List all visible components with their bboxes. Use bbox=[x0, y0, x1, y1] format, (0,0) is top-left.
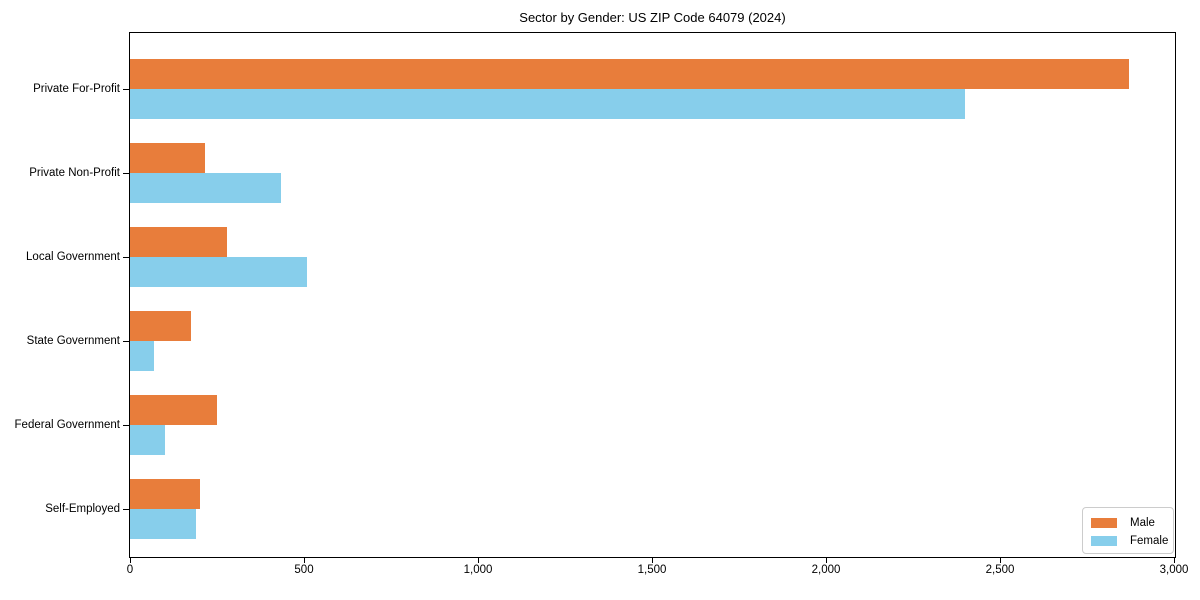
y-tick bbox=[123, 341, 129, 342]
x-tick bbox=[478, 558, 479, 563]
bar-female-state-government bbox=[130, 341, 155, 371]
legend-swatch-male-icon bbox=[1091, 517, 1117, 528]
bar-male-private-for-profit bbox=[130, 59, 1129, 89]
legend: Male Female bbox=[1082, 507, 1174, 554]
x-tick-label: 3,000 bbox=[1159, 564, 1189, 576]
x-tick-label: 1,000 bbox=[463, 564, 493, 576]
legend-label-female: Female bbox=[1130, 534, 1169, 547]
bar-male-private-non-profit bbox=[130, 143, 205, 173]
x-tick bbox=[826, 558, 827, 563]
bar-female-local-government bbox=[130, 257, 308, 287]
bar-female-self-employed bbox=[130, 509, 197, 539]
x-tick-label: 2,000 bbox=[811, 564, 841, 576]
y-category-label: State Government bbox=[26, 335, 120, 347]
x-tick-label: 0 bbox=[126, 564, 134, 576]
x-tick bbox=[1174, 558, 1175, 563]
y-category-label: Local Government bbox=[26, 251, 120, 263]
x-tick bbox=[130, 558, 131, 563]
plot-frame bbox=[129, 32, 1176, 558]
legend-label-male: Male bbox=[1130, 516, 1155, 529]
legend-item-male: Male bbox=[1091, 515, 1165, 530]
y-tick bbox=[123, 425, 129, 426]
bar-male-local-government bbox=[130, 227, 228, 257]
bar-male-state-government bbox=[130, 311, 191, 341]
y-tick bbox=[123, 257, 129, 258]
y-category-label: Self-Employed bbox=[45, 503, 120, 515]
bar-female-private-non-profit bbox=[130, 173, 282, 203]
bar-female-private-for-profit bbox=[130, 89, 966, 119]
y-category-label: Federal Government bbox=[14, 419, 120, 431]
chart-title: Sector by Gender: US ZIP Code 64079 (202… bbox=[519, 10, 786, 25]
bar-female-federal-government bbox=[130, 425, 165, 455]
y-tick bbox=[123, 89, 129, 90]
x-tick-label: 500 bbox=[294, 564, 314, 576]
y-category-label: Private For-Profit bbox=[33, 83, 120, 95]
y-tick bbox=[123, 173, 129, 174]
y-tick bbox=[123, 509, 129, 510]
x-tick-label: 2,500 bbox=[985, 564, 1015, 576]
x-tick bbox=[1000, 558, 1001, 563]
bar-male-self-employed bbox=[130, 479, 200, 509]
x-tick-label: 1,500 bbox=[637, 564, 667, 576]
legend-swatch-female-icon bbox=[1091, 535, 1117, 546]
legend-item-female: Female bbox=[1091, 533, 1169, 548]
y-category-label: Private Non-Profit bbox=[29, 167, 120, 179]
x-tick bbox=[652, 558, 653, 563]
x-tick bbox=[304, 558, 305, 563]
bar-male-federal-government bbox=[130, 395, 217, 425]
plot-area bbox=[130, 33, 1174, 557]
